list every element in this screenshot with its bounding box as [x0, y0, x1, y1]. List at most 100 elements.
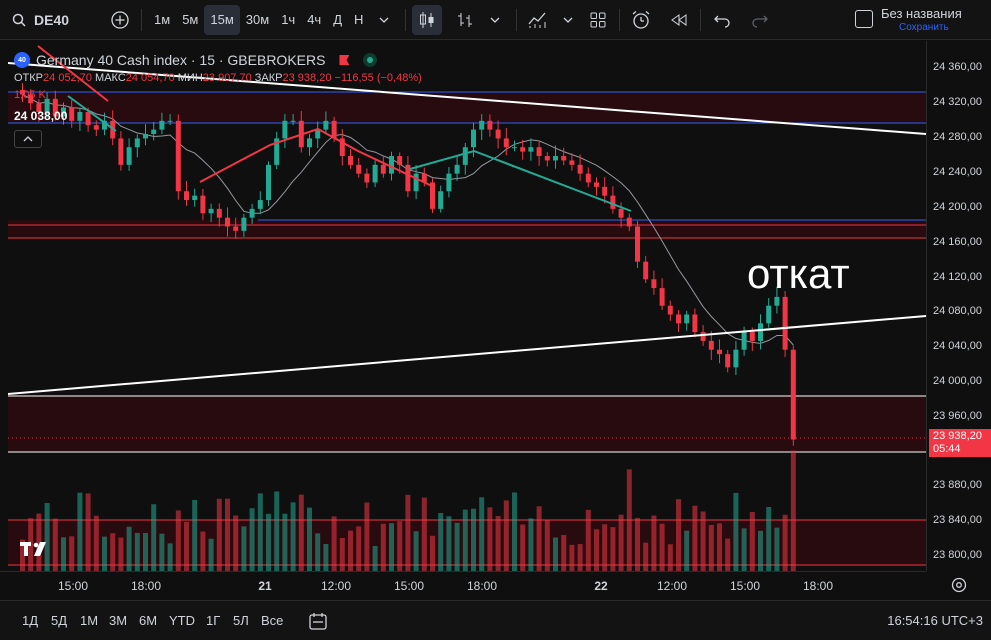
instrument-title[interactable]: Germany 40 Cash index · 15 · GBEBROKERS [36, 52, 326, 68]
divider [405, 8, 407, 31]
alert-button[interactable] [626, 5, 656, 35]
volume-bar [782, 514, 788, 571]
price-tick: 23 800,00 [933, 549, 982, 561]
candle-body [635, 226, 640, 262]
candle-body [618, 208, 624, 218]
candle-body [134, 138, 140, 148]
range-1d[interactable]: 1Д [22, 613, 39, 628]
candle-body [143, 134, 148, 139]
price-axis[interactable]: 24 360,00 24 320,00 24 280,00 24 240,00 … [926, 41, 991, 571]
bar-chart-button[interactable] [450, 5, 480, 35]
layout-checkbox[interactable] [855, 10, 873, 28]
volume-bar [69, 536, 75, 571]
range-5y[interactable]: 5Л [233, 613, 249, 628]
volume-value: 1,05 K [14, 89, 46, 101]
volume-bar [52, 518, 58, 571]
symbol-badge: 40 [14, 52, 30, 68]
undo-button[interactable] [707, 5, 737, 35]
volume-bar [758, 530, 763, 571]
volume-bar [651, 515, 657, 571]
templates-button[interactable] [583, 5, 613, 35]
interval-day[interactable]: Д [333, 12, 343, 27]
interval-1h[interactable]: 1ч [281, 12, 296, 27]
volume-bar [512, 492, 517, 571]
volume-bar [520, 524, 526, 571]
volume-bar [348, 530, 353, 571]
price-tick: 24 160,00 [933, 236, 982, 248]
volume-bar [774, 527, 780, 571]
symbol-search[interactable]: DE40 [0, 5, 69, 35]
divider [516, 8, 518, 31]
indicators-icon [528, 12, 546, 28]
range-all[interactable]: Все [261, 613, 284, 628]
range-5d[interactable]: 5Д [51, 613, 68, 628]
time-tick: 18:00 [802, 579, 834, 593]
range-ytd[interactable]: YTD [169, 613, 195, 628]
interval-1m[interactable]: 1м [154, 12, 171, 27]
volume-bar [216, 498, 222, 571]
candle-body [561, 156, 567, 161]
candle-body [766, 305, 772, 324]
redo-button[interactable] [745, 5, 775, 35]
settings-gear-icon[interactable] [950, 576, 968, 594]
candle-body [52, 98, 58, 117]
intervals-dropdown[interactable] [369, 5, 399, 35]
candle-body [249, 208, 255, 218]
indicators-button[interactable] [523, 5, 553, 35]
candle-body [85, 112, 91, 126]
replay-button[interactable] [664, 5, 694, 35]
zigzag-red-0 [37, 45, 109, 102]
flag-icon[interactable] [339, 55, 350, 65]
interval-5m[interactable]: 5м [182, 12, 199, 27]
volume-bar [741, 528, 747, 571]
range-1m[interactable]: 1М [80, 613, 99, 628]
interval-30m[interactable]: 30м [245, 12, 270, 27]
candle-body [626, 217, 632, 227]
ohlc-values: ОТКР24 052,70 МАКС24 054,70 МИН23 907,70… [14, 72, 422, 84]
candle-body [257, 200, 263, 209]
time-axis[interactable]: 15:00 18:00 21 12:00 15:00 18:00 22 12:0… [0, 571, 926, 599]
volume-bar [61, 537, 66, 571]
chart-type-candles-button[interactable] [412, 4, 443, 35]
volume-bar [618, 514, 624, 571]
candle-body [69, 107, 75, 121]
indicators-dropdown[interactable] [553, 5, 583, 35]
price-chart[interactable] [8, 41, 926, 571]
candle-body [126, 147, 132, 165]
calendar-goto-date-icon[interactable] [308, 611, 328, 631]
interval-15m[interactable]: 15м [204, 4, 240, 35]
candle-body [77, 112, 83, 121]
chart-annotation-text[interactable]: откат [747, 250, 850, 297]
range-3m[interactable]: 3М [109, 613, 128, 628]
candle-body [28, 94, 34, 104]
utc-clock[interactable]: 16:54:16 UTC+3 [887, 613, 983, 628]
lower-trendline[interactable] [8, 315, 926, 395]
candle-body [430, 182, 435, 209]
layout-title-block[interactable]: Без названия Сохранить [855, 4, 991, 36]
candle-body [233, 226, 239, 231]
interval-week[interactable]: Н [354, 12, 364, 27]
price-tick: 23 880,00 [933, 479, 982, 491]
candle-body [315, 129, 321, 139]
candle-body [356, 164, 362, 174]
candle-body [528, 147, 534, 152]
interval-4h[interactable]: 4ч [307, 12, 322, 27]
change-value: −116,55 (−0,48%) [334, 72, 422, 84]
range-1y[interactable]: 1Г [206, 613, 221, 628]
range-6m[interactable]: 6М [139, 613, 158, 628]
support-zone [8, 220, 926, 238]
save-link[interactable]: Сохранить [899, 22, 949, 33]
compare-symbol-button[interactable] [105, 5, 135, 35]
volume-bar [159, 533, 165, 571]
upper-trendline[interactable] [8, 62, 926, 135]
volume-bar [717, 523, 722, 571]
chart-type-dropdown[interactable] [480, 5, 510, 35]
volume-bar [585, 509, 591, 571]
volume-bar [708, 524, 714, 571]
market-status-icon[interactable] [363, 53, 378, 67]
candle-body [200, 195, 206, 214]
collapse-legend-button[interactable] [14, 130, 42, 148]
chart-canvas[interactable] [8, 41, 926, 571]
time-tick: 15:00 [393, 579, 425, 593]
volume-bar [274, 491, 280, 571]
